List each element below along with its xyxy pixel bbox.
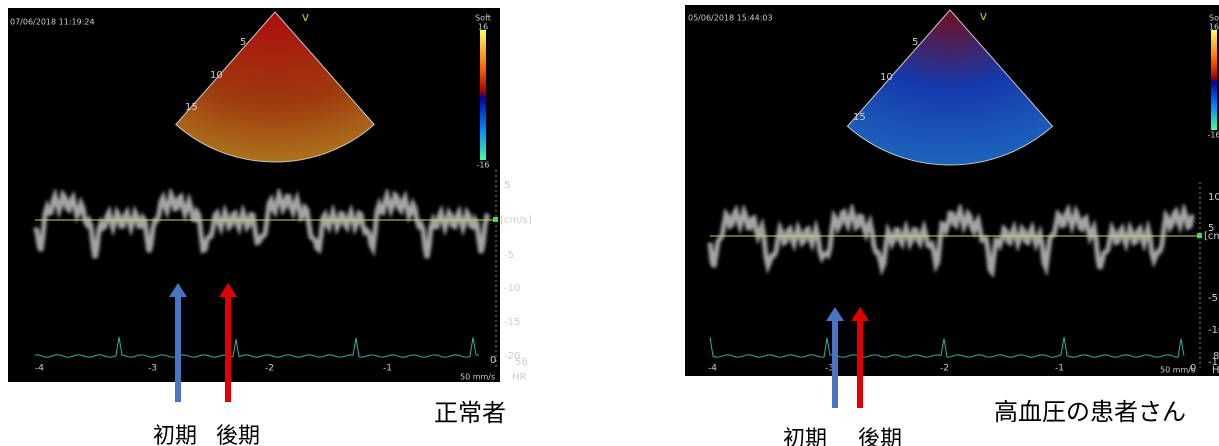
timestamp: 05/06/2018 15:44:03: [688, 14, 773, 23]
depth-label: 10: [880, 72, 893, 83]
hr-zero: 0: [1190, 363, 1196, 374]
depth-label: 10: [210, 70, 223, 81]
velocity-unit: [cm/s]: [500, 215, 532, 226]
hr-label: HR: [1212, 365, 1219, 376]
color-scale-min: -16: [476, 161, 489, 170]
hr-value: 58: [515, 357, 528, 368]
color-scale-max: 16: [1209, 23, 1219, 32]
arrow-shaft: [225, 293, 231, 402]
velocity-tick: -15: [504, 317, 520, 328]
velocity-tick: -5: [504, 250, 514, 261]
velocity-tick: -10: [504, 283, 520, 294]
color-scale-title: Soft: [475, 14, 491, 23]
time-tick: -4: [708, 364, 717, 374]
velocity-unit: [cm/s]: [1204, 231, 1219, 242]
time-tick: -1: [1055, 364, 1064, 374]
velocity-tick: 10: [1208, 192, 1219, 203]
color-scale-max: 16: [478, 23, 488, 32]
color-scale-min: -16: [1207, 131, 1219, 140]
velocity-tick: 5: [504, 180, 510, 191]
velocity-tick: -5: [1208, 293, 1218, 304]
time-tick: -3: [148, 364, 157, 374]
caption: 高血圧の患者さん: [994, 398, 1186, 426]
arrow-shaft: [857, 317, 863, 408]
early-label: 初期: [153, 424, 197, 446]
late-label: 後期: [858, 427, 902, 446]
figure: 07/06/2018 11:19:24Soft16-16V510155-5-10…: [0, 0, 1219, 446]
depth-label: 5: [240, 37, 246, 48]
depth-label: 5: [912, 37, 918, 48]
time-tick: -2: [265, 364, 274, 374]
color-bar: [1211, 30, 1217, 130]
early-label: 初期: [783, 427, 827, 446]
depth-label: 15: [853, 112, 866, 123]
depth-label: 15: [185, 102, 198, 113]
velocity-tick: -10: [1208, 325, 1219, 336]
hr-value: 8: [1213, 351, 1219, 362]
color-bar: [480, 30, 486, 160]
sweep-speed: 50 mm/s: [460, 373, 495, 382]
hr-zero: 0: [490, 355, 496, 366]
sector-label: V: [302, 13, 309, 24]
color-scale-title: So: [1209, 14, 1219, 23]
sector-label: V: [980, 12, 987, 23]
echo-panel: 05/06/2018 15:44:03So16-16V51015105-5-10…: [685, 5, 1219, 376]
time-tick: -4: [35, 364, 44, 374]
hr-label: HR: [512, 372, 527, 383]
time-tick: -2: [940, 364, 949, 374]
arrow-shaft: [175, 293, 181, 402]
arrow-shaft: [832, 317, 838, 408]
late-label: 後期: [216, 424, 260, 446]
time-tick: -1: [383, 364, 392, 374]
page: 07/06/2018 11:19:24Soft16-16V510155-5-10…: [0, 0, 1219, 446]
timestamp: 07/06/2018 11:19:24: [10, 18, 95, 27]
caption: 正常者: [434, 399, 506, 427]
